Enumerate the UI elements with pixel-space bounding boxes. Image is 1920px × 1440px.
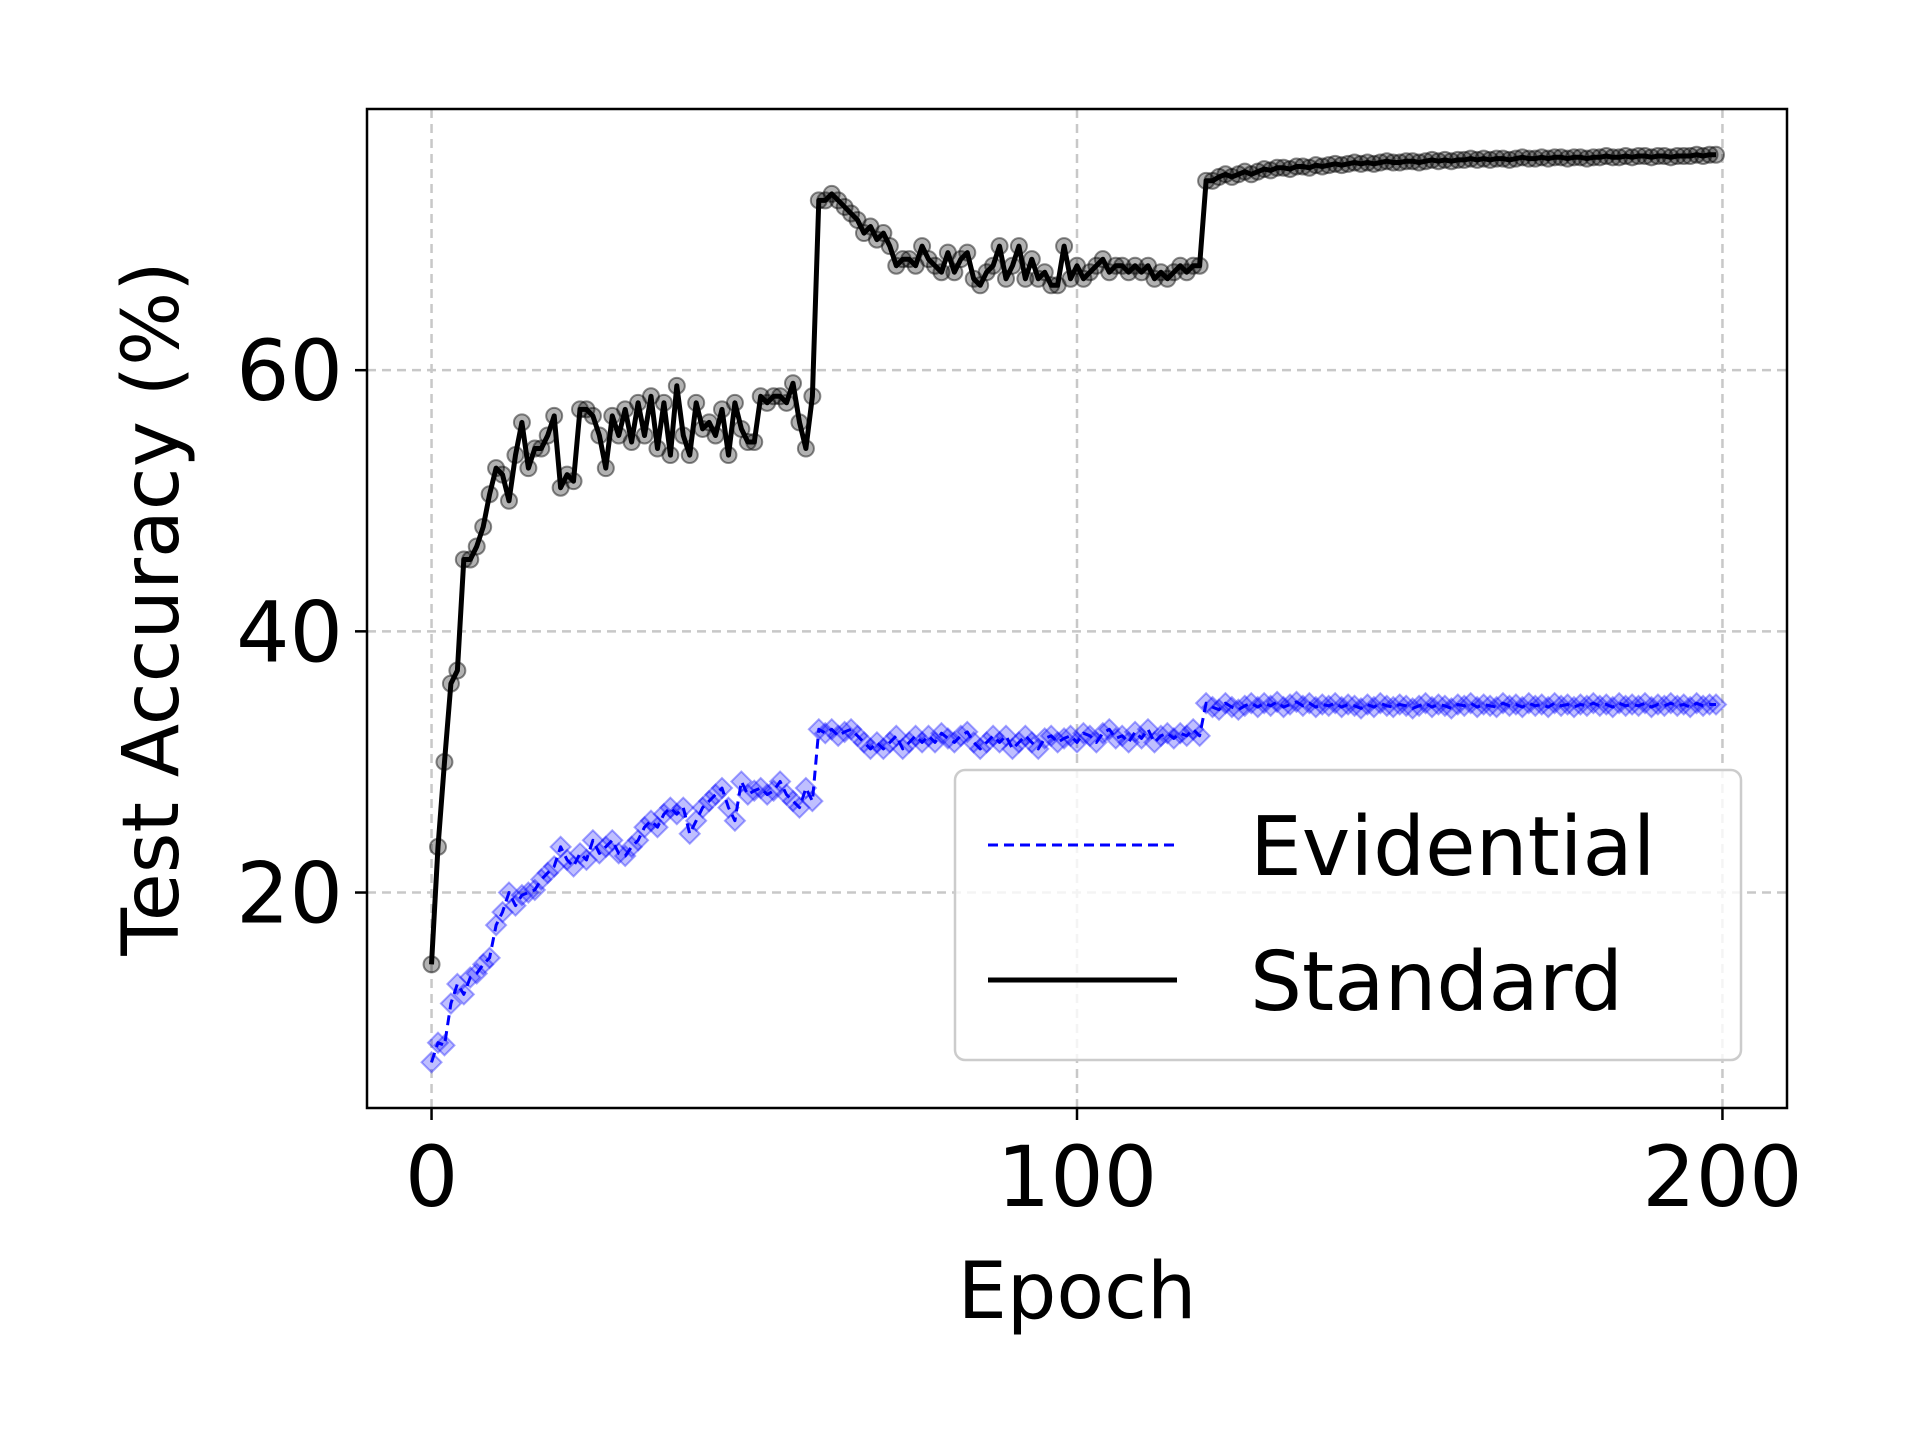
data-point-evidential — [1239, 691, 1263, 715]
data-point-evidential — [1517, 691, 1541, 715]
x-axis-title: Epoch — [958, 1247, 1197, 1337]
data-point-evidential — [800, 789, 824, 813]
legend-label-evidential: Evidential — [1250, 800, 1656, 895]
y-axis-title: Test Accuracy (%) — [107, 261, 197, 956]
y-tick-label: 20 — [236, 845, 343, 943]
legend-label-standard: Standard — [1250, 935, 1623, 1030]
series-layer — [420, 145, 1728, 1074]
series-evidential — [420, 690, 1728, 1074]
x-tick-label: 100 — [997, 1128, 1157, 1226]
data-point-evidential — [1368, 691, 1392, 715]
data-point-evidential — [1459, 691, 1483, 715]
data-point-evidential — [1414, 691, 1437, 715]
legend: Evidential Standard — [953, 768, 1743, 1062]
data-point-evidential — [678, 822, 702, 846]
series-standard — [422, 145, 1725, 974]
data-point-evidential — [1530, 693, 1554, 716]
data-point-evidential — [1607, 691, 1631, 715]
data-point-evidential — [1252, 691, 1276, 715]
evidential-line — [430, 700, 1716, 1063]
data-point-evidential — [1323, 691, 1347, 715]
axis-ticks: 0 100 200 20 40 60 — [236, 322, 1803, 1226]
data-point-evidential — [445, 972, 469, 996]
x-tick-label: 200 — [1642, 1128, 1802, 1226]
standard-line — [429, 152, 1716, 965]
data-point-evidential — [729, 770, 753, 793]
data-point-evidential — [1356, 693, 1379, 716]
y-tick-label: 60 — [236, 322, 343, 420]
legend-box — [953, 768, 1743, 1062]
data-point-evidential — [1427, 693, 1450, 716]
data-point-evidential — [1336, 693, 1360, 716]
x-tick-label: 0 — [405, 1128, 458, 1226]
y-tick-label: 40 — [236, 583, 343, 681]
data-point-evidential — [1543, 691, 1567, 715]
data-point-evidential — [794, 776, 818, 800]
data-point-evidential — [1472, 693, 1496, 716]
data-point-evidential — [1620, 693, 1644, 716]
data-point-evidential — [1310, 693, 1334, 716]
data-point-evidential — [1633, 691, 1657, 715]
